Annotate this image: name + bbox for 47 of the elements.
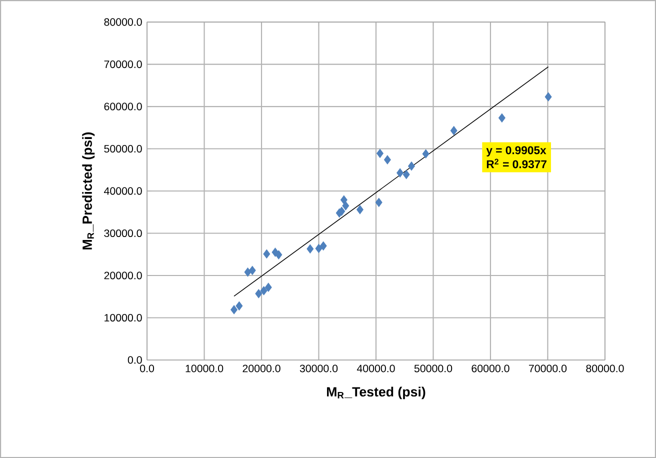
point [375,198,382,207]
point [340,195,348,204]
y-tick-label: 60000.0 [104,102,142,110]
x-tick-label: 40000.0 [356,364,395,372]
point [320,241,327,250]
point [306,244,314,254]
point [248,266,256,275]
point [356,205,364,214]
point [450,126,458,136]
x-tick-label: 30000.0 [300,364,338,372]
point [263,249,270,258]
point [376,148,384,158]
point [230,305,238,314]
point [544,92,552,102]
x-tick-label: 20000.0 [242,364,280,372]
x-tick-label: 60000.0 [472,364,510,372]
point [255,289,262,298]
x-tick-label: 80000.0 [586,364,624,372]
point [342,201,350,210]
annotation: R$^{2}$ = 0.9377 [486,158,546,168]
y-tick-label: 70000.0 [104,60,142,68]
point [396,168,404,178]
point [384,155,391,164]
point [315,244,322,254]
x-tick-label: 10000.0 [186,364,224,372]
x-tick-label: 70000.0 [528,364,567,372]
point [498,113,506,122]
annotation: y = 0.9905x [486,146,546,156]
point [402,170,410,180]
y-tick-label: 80000.0 [104,18,142,26]
y-tick-label: 50000.0 [104,145,142,153]
y-tick-label: 30000.0 [104,229,142,238]
point [236,301,243,310]
x-tick-label: 0.0 [140,364,154,372]
point [260,286,268,296]
point [244,268,252,277]
y-tick-label: 20000.0 [104,272,142,280]
x-axis-title: M$_{R}$_Tested (psi) [327,386,426,400]
y-tick-label: 0.0 [128,356,142,364]
y-tick-label: 40000.0 [104,187,142,195]
point [275,250,282,260]
y-tick-label: 10000.0 [104,314,142,322]
point [264,282,272,292]
x-tick-label: 50000.0 [414,364,452,372]
point [422,149,430,158]
y-axis-title: M$_{R}$_Predicted (psi) [82,132,95,250]
point [408,162,415,171]
